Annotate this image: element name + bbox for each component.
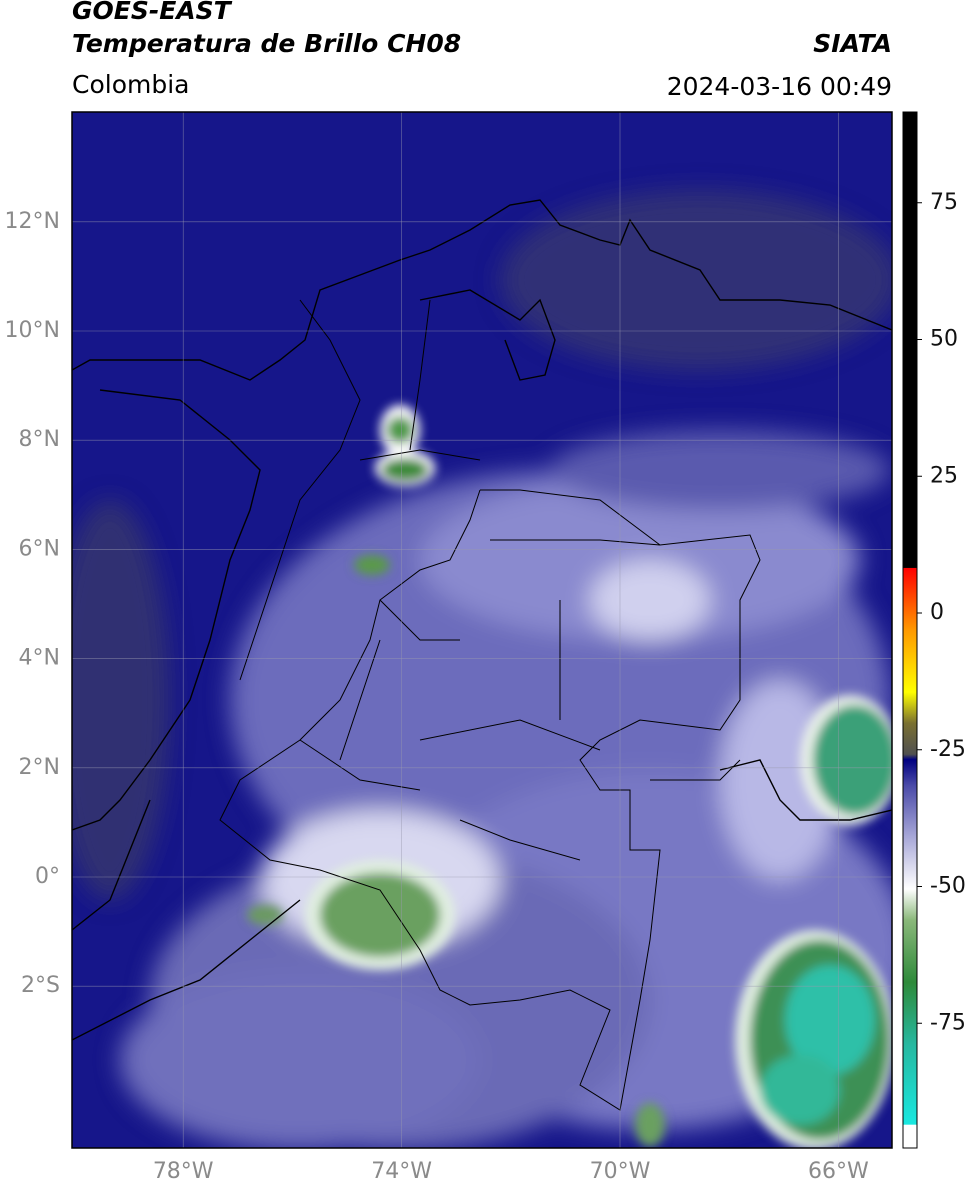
satellite-image — [72, 112, 892, 1148]
lat-tick-label: 12°N — [5, 209, 60, 234]
timestamp: 2024-03-16 00:49 — [667, 72, 892, 101]
lon-tick-label: 74°W — [371, 1159, 432, 1184]
lon-tick-label: 66°W — [808, 1159, 869, 1184]
colorbar-tick-label: -25 — [930, 737, 966, 762]
lat-tick-label: 6°N — [19, 536, 60, 561]
lat-tick-label: 0° — [35, 864, 60, 889]
colorbar-tick-label: 75 — [930, 190, 958, 215]
title: GOES-EAST — [72, 0, 233, 25]
colorbar-tick-label: 25 — [930, 463, 958, 488]
lon-tick-label: 70°W — [590, 1159, 651, 1184]
lat-tick-label: 2°S — [21, 973, 60, 998]
lat-tick-label: 10°N — [5, 318, 60, 343]
lat-tick-label: 2°N — [19, 755, 60, 780]
colorbar — [902, 111, 918, 1149]
subtitle: Temperatura de Brillo CH08 — [72, 29, 461, 58]
lon-tick-label: 78°W — [153, 1159, 214, 1184]
colorbar-tick-label: -50 — [930, 874, 966, 899]
colorbar-tick-label: 0 — [930, 600, 944, 625]
graticule — [72, 112, 892, 1148]
lat-tick-label: 4°N — [19, 646, 60, 671]
map-frame — [71, 111, 893, 1149]
lat-tick-label: 8°N — [19, 427, 60, 452]
colorbar-tick-label: -75 — [930, 1010, 966, 1035]
colorbar-tick-label: 50 — [930, 327, 958, 352]
region: Colombia — [72, 70, 189, 99]
source: SIATA — [813, 29, 892, 58]
